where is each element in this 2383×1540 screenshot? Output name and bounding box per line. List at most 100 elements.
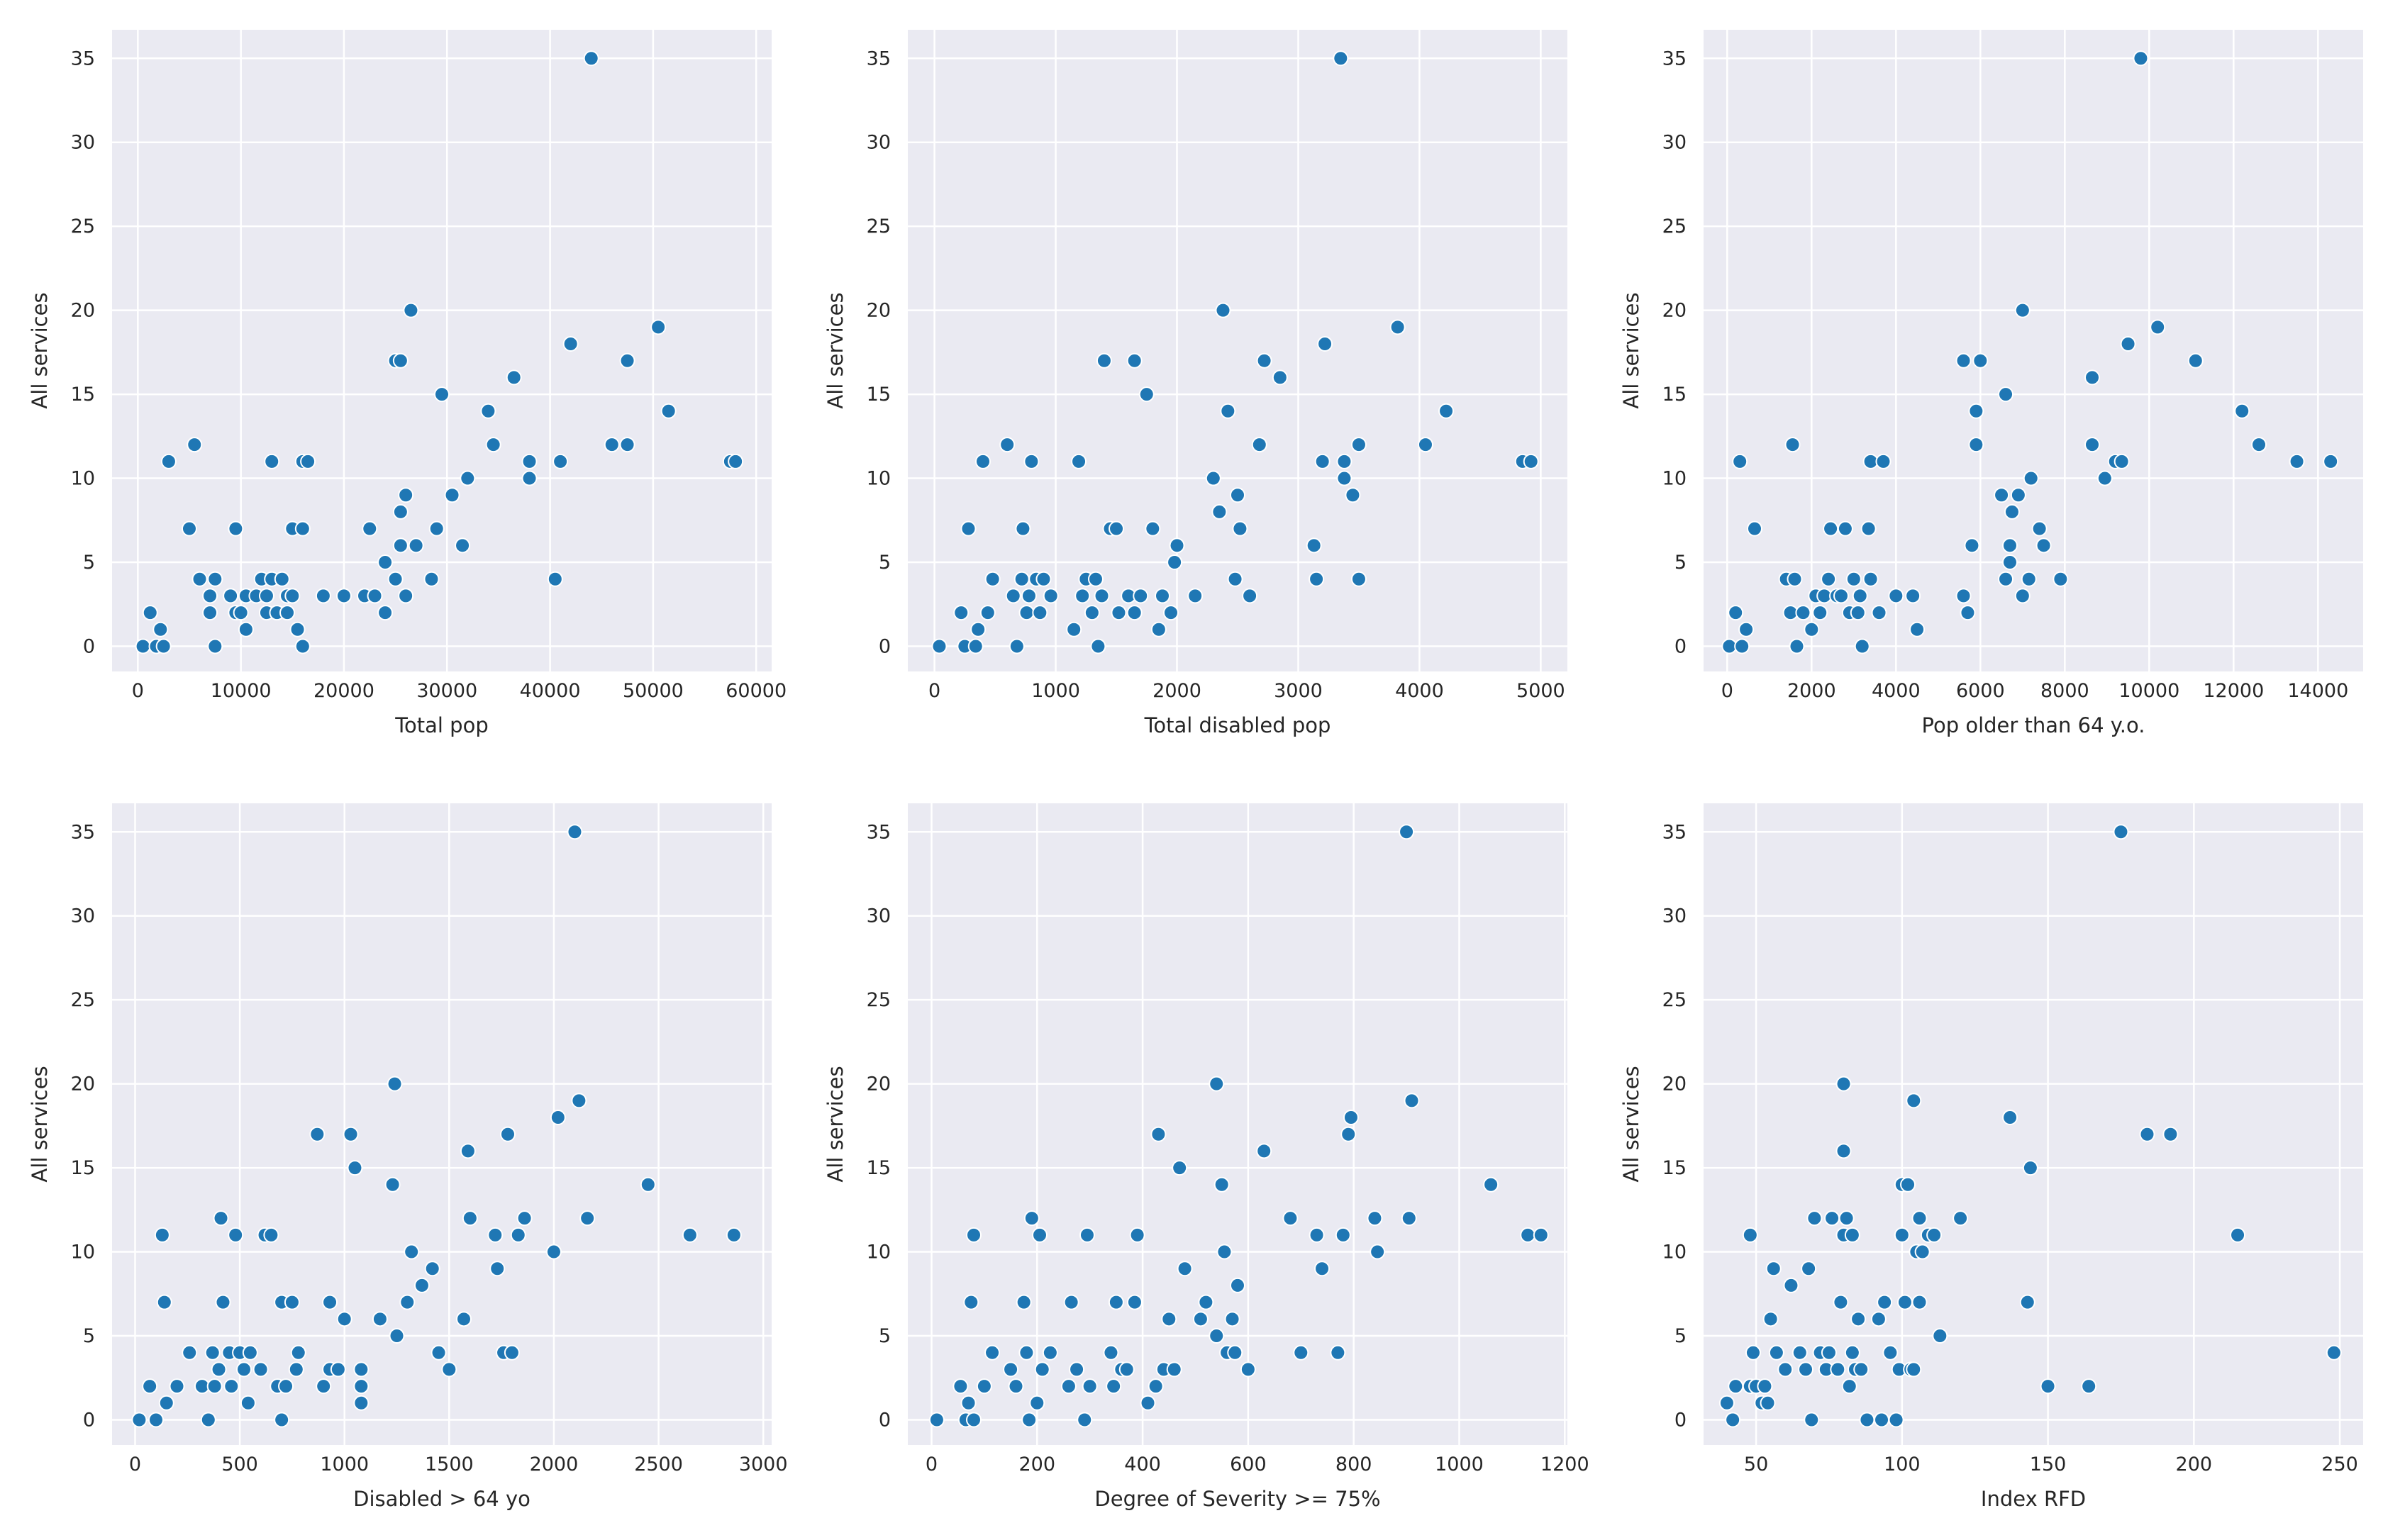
data-point bbox=[2010, 487, 2026, 503]
x-tick-label: 50 bbox=[1744, 1453, 1768, 1475]
data-point bbox=[1900, 1176, 1916, 1193]
y-tick-label: 15 bbox=[1662, 384, 1687, 406]
data-point bbox=[1853, 1361, 1870, 1378]
data-point bbox=[1021, 588, 1037, 604]
data-point bbox=[207, 638, 223, 654]
data-point bbox=[213, 1210, 229, 1227]
data-point bbox=[367, 588, 383, 604]
data-point bbox=[1906, 1093, 1922, 1109]
data-point bbox=[1016, 1294, 1032, 1310]
data-point bbox=[1063, 1294, 1079, 1310]
data-point bbox=[2251, 437, 2267, 453]
data-point bbox=[619, 437, 635, 453]
x-tick-label: 50000 bbox=[623, 680, 684, 702]
data-point bbox=[1198, 1294, 1214, 1310]
data-point bbox=[979, 605, 996, 621]
y-tick-label: 10 bbox=[71, 468, 95, 490]
data-point bbox=[240, 1395, 256, 1411]
data-point bbox=[967, 638, 984, 654]
data-point bbox=[1844, 1344, 1860, 1361]
data-point bbox=[1909, 621, 1926, 637]
data-point bbox=[1875, 453, 1892, 469]
data-point bbox=[1209, 1076, 1225, 1092]
data-point bbox=[604, 437, 620, 453]
data-point bbox=[228, 1227, 244, 1243]
data-point bbox=[2162, 1126, 2179, 1142]
data-point bbox=[1850, 605, 1866, 621]
data-point bbox=[1345, 487, 1361, 503]
data-point bbox=[1760, 1395, 1776, 1411]
y-tick-label: 0 bbox=[879, 635, 891, 657]
data-point bbox=[444, 487, 460, 503]
data-point bbox=[1787, 571, 1803, 587]
x-tick-label: 2000 bbox=[1152, 680, 1201, 702]
data-point bbox=[640, 1176, 656, 1193]
data-point bbox=[2040, 1378, 2056, 1395]
data-point bbox=[1177, 1261, 1193, 1277]
data-point bbox=[1874, 1412, 1890, 1428]
data-point bbox=[372, 1311, 388, 1327]
y-tick-label: 15 bbox=[1662, 1157, 1687, 1179]
data-point bbox=[336, 1311, 352, 1327]
data-point bbox=[294, 638, 311, 654]
data-point bbox=[238, 621, 254, 637]
data-point bbox=[1215, 302, 1231, 318]
data-point bbox=[154, 1227, 170, 1243]
data-point bbox=[181, 520, 197, 537]
data-point bbox=[1955, 588, 1972, 604]
data-point bbox=[392, 503, 409, 520]
x-tick-label: 14000 bbox=[2287, 680, 2348, 702]
data-point bbox=[263, 1227, 279, 1243]
data-point bbox=[2150, 319, 2166, 335]
x-tick-label: 0 bbox=[926, 1453, 938, 1475]
data-point bbox=[506, 369, 522, 386]
data-point bbox=[480, 403, 496, 419]
data-point bbox=[274, 571, 290, 587]
data-point bbox=[148, 1412, 164, 1428]
data-point bbox=[1783, 1277, 1799, 1293]
x-axis-label: Total disabled pop bbox=[1144, 713, 1331, 737]
panel-degree-of-severity: 0 200 400 600 800 1000 1200 0 5 10 15 20 25 30 35 Degr… bbox=[823, 803, 1589, 1511]
data-point bbox=[550, 1110, 566, 1126]
data-point bbox=[2234, 403, 2250, 419]
data-point bbox=[204, 1344, 221, 1361]
data-point bbox=[562, 336, 579, 352]
data-point bbox=[1888, 588, 1904, 604]
data-point bbox=[1066, 621, 1082, 637]
data-point bbox=[1069, 1361, 1085, 1378]
data-point bbox=[2120, 336, 2136, 352]
data-point bbox=[1126, 1294, 1143, 1310]
data-point bbox=[335, 588, 352, 604]
data-point bbox=[1111, 605, 1127, 621]
data-point bbox=[2001, 537, 2018, 554]
data-point bbox=[500, 1126, 516, 1142]
data-point bbox=[158, 1395, 174, 1411]
data-point bbox=[1911, 1210, 1928, 1227]
data-point bbox=[2022, 1160, 2038, 1176]
x-tick-label: 1000 bbox=[1031, 680, 1080, 702]
data-point bbox=[223, 1378, 240, 1395]
data-point bbox=[489, 1261, 506, 1277]
data-point bbox=[343, 1126, 359, 1142]
data-point bbox=[1138, 386, 1155, 403]
y-tick-label: 0 bbox=[1674, 635, 1687, 657]
x-tick-label: 400 bbox=[1124, 1453, 1161, 1475]
y-tick-label: 35 bbox=[71, 48, 95, 69]
data-point bbox=[1293, 1344, 1309, 1361]
y-axis-label: All services bbox=[28, 1066, 52, 1182]
data-point bbox=[1150, 621, 1167, 637]
data-point bbox=[187, 437, 203, 453]
data-point bbox=[1096, 352, 1112, 369]
data-point bbox=[1192, 1311, 1209, 1327]
y-tick-label: 25 bbox=[71, 216, 95, 238]
data-point bbox=[1282, 1210, 1299, 1227]
data-point bbox=[1350, 437, 1367, 453]
data-point bbox=[1824, 1210, 1840, 1227]
data-point bbox=[1784, 437, 1801, 453]
data-point bbox=[2096, 470, 2113, 486]
data-point bbox=[660, 403, 677, 419]
data-point bbox=[1150, 1126, 1167, 1142]
data-point bbox=[953, 605, 970, 621]
data-point bbox=[387, 571, 404, 587]
